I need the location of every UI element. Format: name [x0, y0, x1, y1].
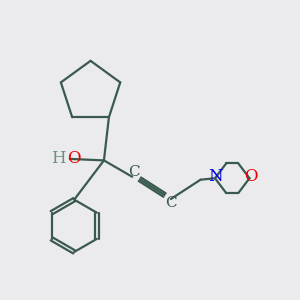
Text: O: O	[67, 150, 80, 167]
Text: N: N	[208, 168, 222, 185]
Text: C: C	[165, 196, 177, 210]
Text: C: C	[128, 165, 140, 179]
Text: O: O	[244, 168, 257, 185]
Text: H: H	[51, 150, 65, 167]
